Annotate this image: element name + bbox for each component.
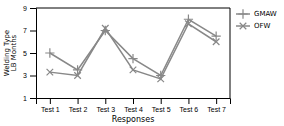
x-tick-mark — [105, 98, 106, 104]
x-tick-label: Test 5 — [152, 106, 171, 113]
y-tick: 3 — [23, 72, 36, 79]
x-axis: Test 1 Test 2 Test 3 Test 4 Test 5 Test 6 Test… — [37, 98, 231, 113]
legend-marker — [240, 23, 247, 30]
series-marker — [45, 48, 54, 57]
x-tick-mark — [133, 98, 134, 104]
series-marker — [47, 69, 54, 76]
y-tick: 1 — [23, 95, 36, 102]
x-tick-label: Test 3 — [96, 106, 115, 113]
marks — [45, 15, 221, 83]
x-tick-label: Test 4 — [124, 106, 143, 113]
y-tick: 5 — [23, 50, 36, 57]
y-tick-mark — [30, 53, 36, 54]
legend-marker — [238, 9, 247, 18]
y-tick-label: 1 — [23, 95, 27, 102]
legend-label: OFW — [254, 22, 271, 30]
x-tick: Test 6 — [180, 98, 199, 113]
x-tick-label: Test 7 — [207, 106, 226, 113]
x-tick: Test 2 — [69, 98, 88, 113]
x-axis-line — [37, 99, 231, 105]
series-marker — [157, 76, 164, 83]
y-tick-label: 7 — [23, 27, 27, 34]
legend-label: GMAW — [254, 10, 277, 18]
series-marker — [185, 20, 192, 27]
x-tick: Test 4 — [124, 98, 143, 113]
y-tick-label: 9 — [23, 5, 27, 12]
series-marker — [213, 38, 220, 45]
y-tick-mark — [30, 76, 36, 77]
legend-item: GMAW — [236, 9, 277, 18]
x-tick: Test 5 — [152, 98, 171, 113]
series-marker — [102, 25, 109, 32]
frame-top — [36, 8, 230, 9]
y-axis: 1 3 5 7 9 — [23, 5, 36, 102]
x-tick-mark — [161, 98, 162, 104]
legend-item: OFW — [236, 22, 271, 30]
x-tick-mark — [188, 98, 189, 104]
x-tick-mark — [50, 98, 51, 104]
series-marker — [130, 67, 137, 74]
x-axis-title: Responses — [112, 115, 155, 124]
y-tick-label: 5 — [23, 50, 27, 57]
x-tick: Test 7 — [207, 98, 226, 113]
y-axis-title: Welding TypeLB Months — [3, 30, 19, 76]
series-marker — [74, 72, 81, 79]
y-tick-mark — [30, 8, 36, 9]
chart-container: 13579Test 1Test 2Test 3Test 4Test 5Test … — [0, 0, 284, 126]
series-line — [50, 19, 216, 75]
series-line — [50, 24, 216, 79]
y-tick: 9 — [23, 5, 36, 12]
y-axis-line — [30, 9, 37, 99]
x-tick: Test 1 — [41, 98, 60, 113]
series-marker — [184, 15, 193, 24]
y-tick-mark — [30, 98, 36, 99]
series-marker — [128, 54, 137, 63]
legend: GMAW OFW — [236, 9, 277, 30]
plot: 13579Test 1Test 2Test 3Test 4Test 5Test … — [23, 5, 230, 113]
x-tick: Test 3 — [96, 98, 115, 113]
frame-right — [230, 8, 231, 98]
x-tick-label: Test 1 — [41, 106, 60, 113]
x-tick-mark — [216, 98, 217, 104]
x-tick-label: Test 6 — [180, 106, 199, 113]
x-tick-label: Test 2 — [69, 106, 88, 113]
y-tick-mark — [30, 31, 36, 32]
y-tick: 7 — [23, 27, 36, 34]
x-tick-mark — [78, 98, 79, 104]
chart: 13579Test 1Test 2Test 3Test 4Test 5Test … — [0, 0, 284, 126]
y-tick-label: 3 — [23, 72, 27, 79]
